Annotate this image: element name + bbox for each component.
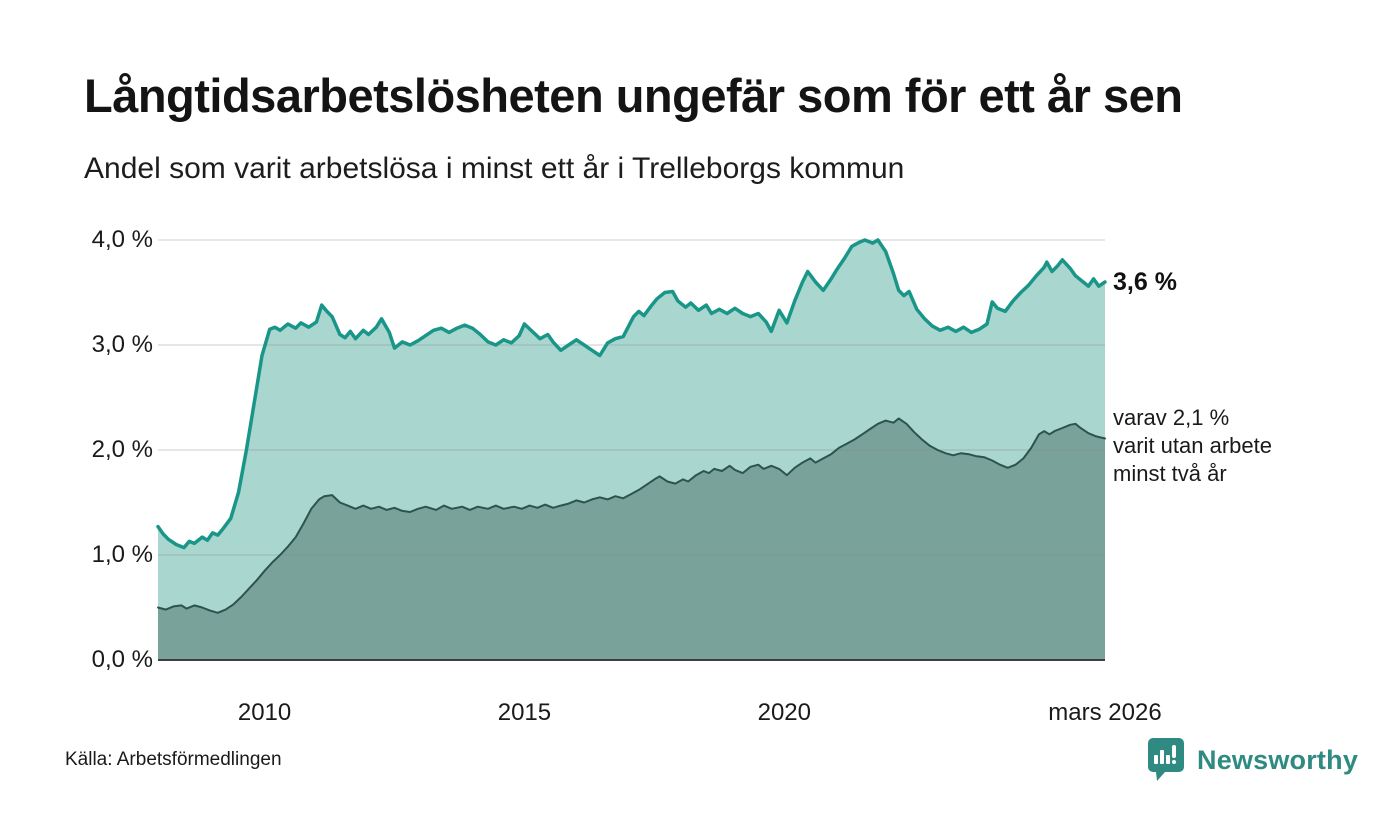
y-tick-label: 3,0 % bbox=[91, 331, 153, 358]
two-year-annotation-line: varav 2,1 % bbox=[1113, 404, 1230, 430]
brand-name: Newsworthy bbox=[1197, 744, 1359, 775]
x-tick-label: 2010 bbox=[237, 699, 292, 726]
y-tick-label: 2,0 % bbox=[91, 436, 153, 463]
two-year-annotation-line: varit utan arbete bbox=[1113, 432, 1272, 458]
brand-lockup: Newsworthy bbox=[1146, 736, 1358, 784]
y-tick-label: 0,0 % bbox=[91, 646, 153, 673]
series-line-1 bbox=[157, 417, 1106, 614]
x-tick-label: mars 2026 bbox=[1048, 699, 1162, 726]
latest-value-label: 3,6 % bbox=[1113, 268, 1177, 296]
x-tick-label: 2020 bbox=[757, 699, 811, 726]
two-year-annotation-line: minst två år bbox=[1113, 460, 1227, 486]
source-credit: Källa: Arbetsförmedlingen bbox=[65, 749, 282, 770]
area-chart bbox=[156, 238, 1107, 661]
page-title: Långtidsarbetslösheten ungefär som för e… bbox=[84, 69, 1183, 122]
y-tick-label: 4,0 % bbox=[91, 226, 153, 253]
page-subtitle: Andel som varit arbetslösa i minst ett å… bbox=[84, 152, 905, 185]
area-fill-1 bbox=[158, 418, 1105, 660]
x-tick-label: 2015 bbox=[497, 699, 552, 726]
newsworthy-logo-icon bbox=[1148, 738, 1184, 781]
two-year-annotation: varav 2,1 % varit utan arbete minst två år bbox=[1113, 404, 1272, 488]
y-tick-label: 1,0 % bbox=[91, 541, 153, 568]
series-line-0 bbox=[156, 238, 1107, 550]
